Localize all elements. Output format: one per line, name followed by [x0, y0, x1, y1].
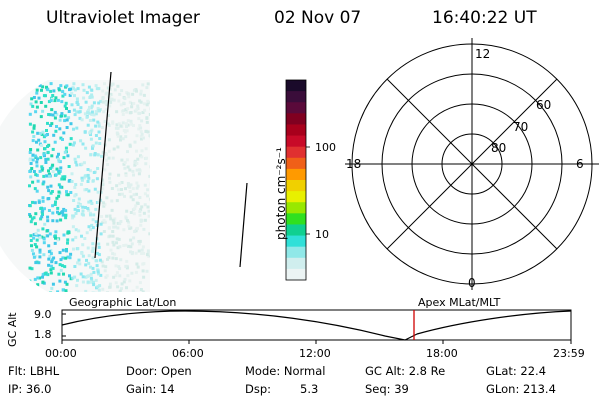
gain-info: Gain: 14 — [126, 382, 175, 396]
colorbar-swatch — [286, 124, 306, 137]
dsp-label: Dsp: — [245, 382, 272, 396]
colorbar-swatch — [286, 224, 306, 237]
colorbar-swatch — [286, 268, 306, 281]
colorbar-swatch — [286, 202, 306, 214]
colorbar-swatch — [286, 235, 306, 248]
geo-coord-title: Geographic Lat/Lon — [69, 296, 177, 309]
gc-alt-info: GC Alt: 2.8 Re — [365, 364, 446, 378]
colorbar-swatch — [286, 157, 306, 170]
apex-coord-title: Apex MLat/MLT — [418, 296, 501, 309]
time-ticks — [61, 340, 572, 344]
colorbar-swatch — [286, 191, 306, 203]
glat-info: GLat: 22.4 — [486, 364, 547, 378]
colorbar-swatch — [286, 135, 306, 148]
colorbar-swatch — [286, 113, 306, 125]
colorbar-swatch — [286, 146, 306, 159]
time-tick-1: 06:00 — [172, 347, 204, 360]
timeline-frame — [61, 309, 572, 341]
emission-speckle — [28, 82, 151, 292]
ip-info: IP: 36.0 — [8, 382, 52, 396]
mlt-label-0: 0 — [468, 276, 476, 290]
colorbar-swatch — [286, 80, 306, 92]
gc-alt-axis-label: GC Alt — [6, 312, 19, 347]
mlat-label-60: 60 — [536, 98, 552, 112]
colorbar-swatch — [286, 102, 306, 114]
altitude-curve — [61, 310, 572, 341]
colorbar-swatch — [286, 246, 306, 259]
time-tick-3: 18:00 — [426, 347, 458, 360]
instrument-title: Ultraviolet Imager — [46, 8, 200, 28]
mlt-label-12: 12 — [475, 47, 491, 61]
colorbar-swatch — [286, 213, 306, 225]
colorbar-swatch — [286, 180, 306, 192]
mlt-label-18: 18 — [346, 157, 362, 171]
limb-line — [239, 182, 248, 268]
polar-plot — [345, 38, 599, 290]
colorbar — [286, 80, 306, 281]
image-date: 02 Nov 07 — [274, 8, 362, 28]
door-info: Door: Open — [126, 364, 192, 378]
alt-tick-top: 9.0 — [34, 308, 52, 321]
glon-info: GLon: 213.4 — [486, 382, 556, 396]
seq-info: Seq: 39 — [365, 382, 409, 396]
colorbar-swatch — [286, 168, 306, 181]
mlt-label-6: 6 — [576, 157, 584, 171]
colorbar-frame — [285, 79, 307, 281]
colorbar-tick-10: 10 — [315, 228, 329, 241]
terminator-line — [94, 71, 112, 259]
alt-tick-bottom: 1.8 — [34, 328, 52, 341]
colorbar-tick-100: 100 — [315, 141, 336, 154]
time-tick-0: 00:00 — [45, 347, 77, 360]
mlat-label-80: 80 — [491, 141, 507, 155]
filter-info: Flt: LBHL — [8, 364, 60, 378]
colorbar-swatch — [286, 257, 306, 270]
dsp-value: 5.3 — [300, 382, 319, 396]
time-tick-4: 23:59 — [553, 347, 585, 360]
image-time: 16:40:22 UT — [432, 8, 537, 28]
colorbar-swatch — [286, 91, 306, 103]
mode-info: Mode: Normal — [245, 364, 326, 378]
colorbar-unit-label: photon cm⁻²s⁻¹ — [274, 147, 288, 240]
time-tick-2: 12:00 — [299, 347, 331, 360]
mlat-label-70: 70 — [513, 120, 529, 134]
auroral-image — [0, 80, 151, 292]
